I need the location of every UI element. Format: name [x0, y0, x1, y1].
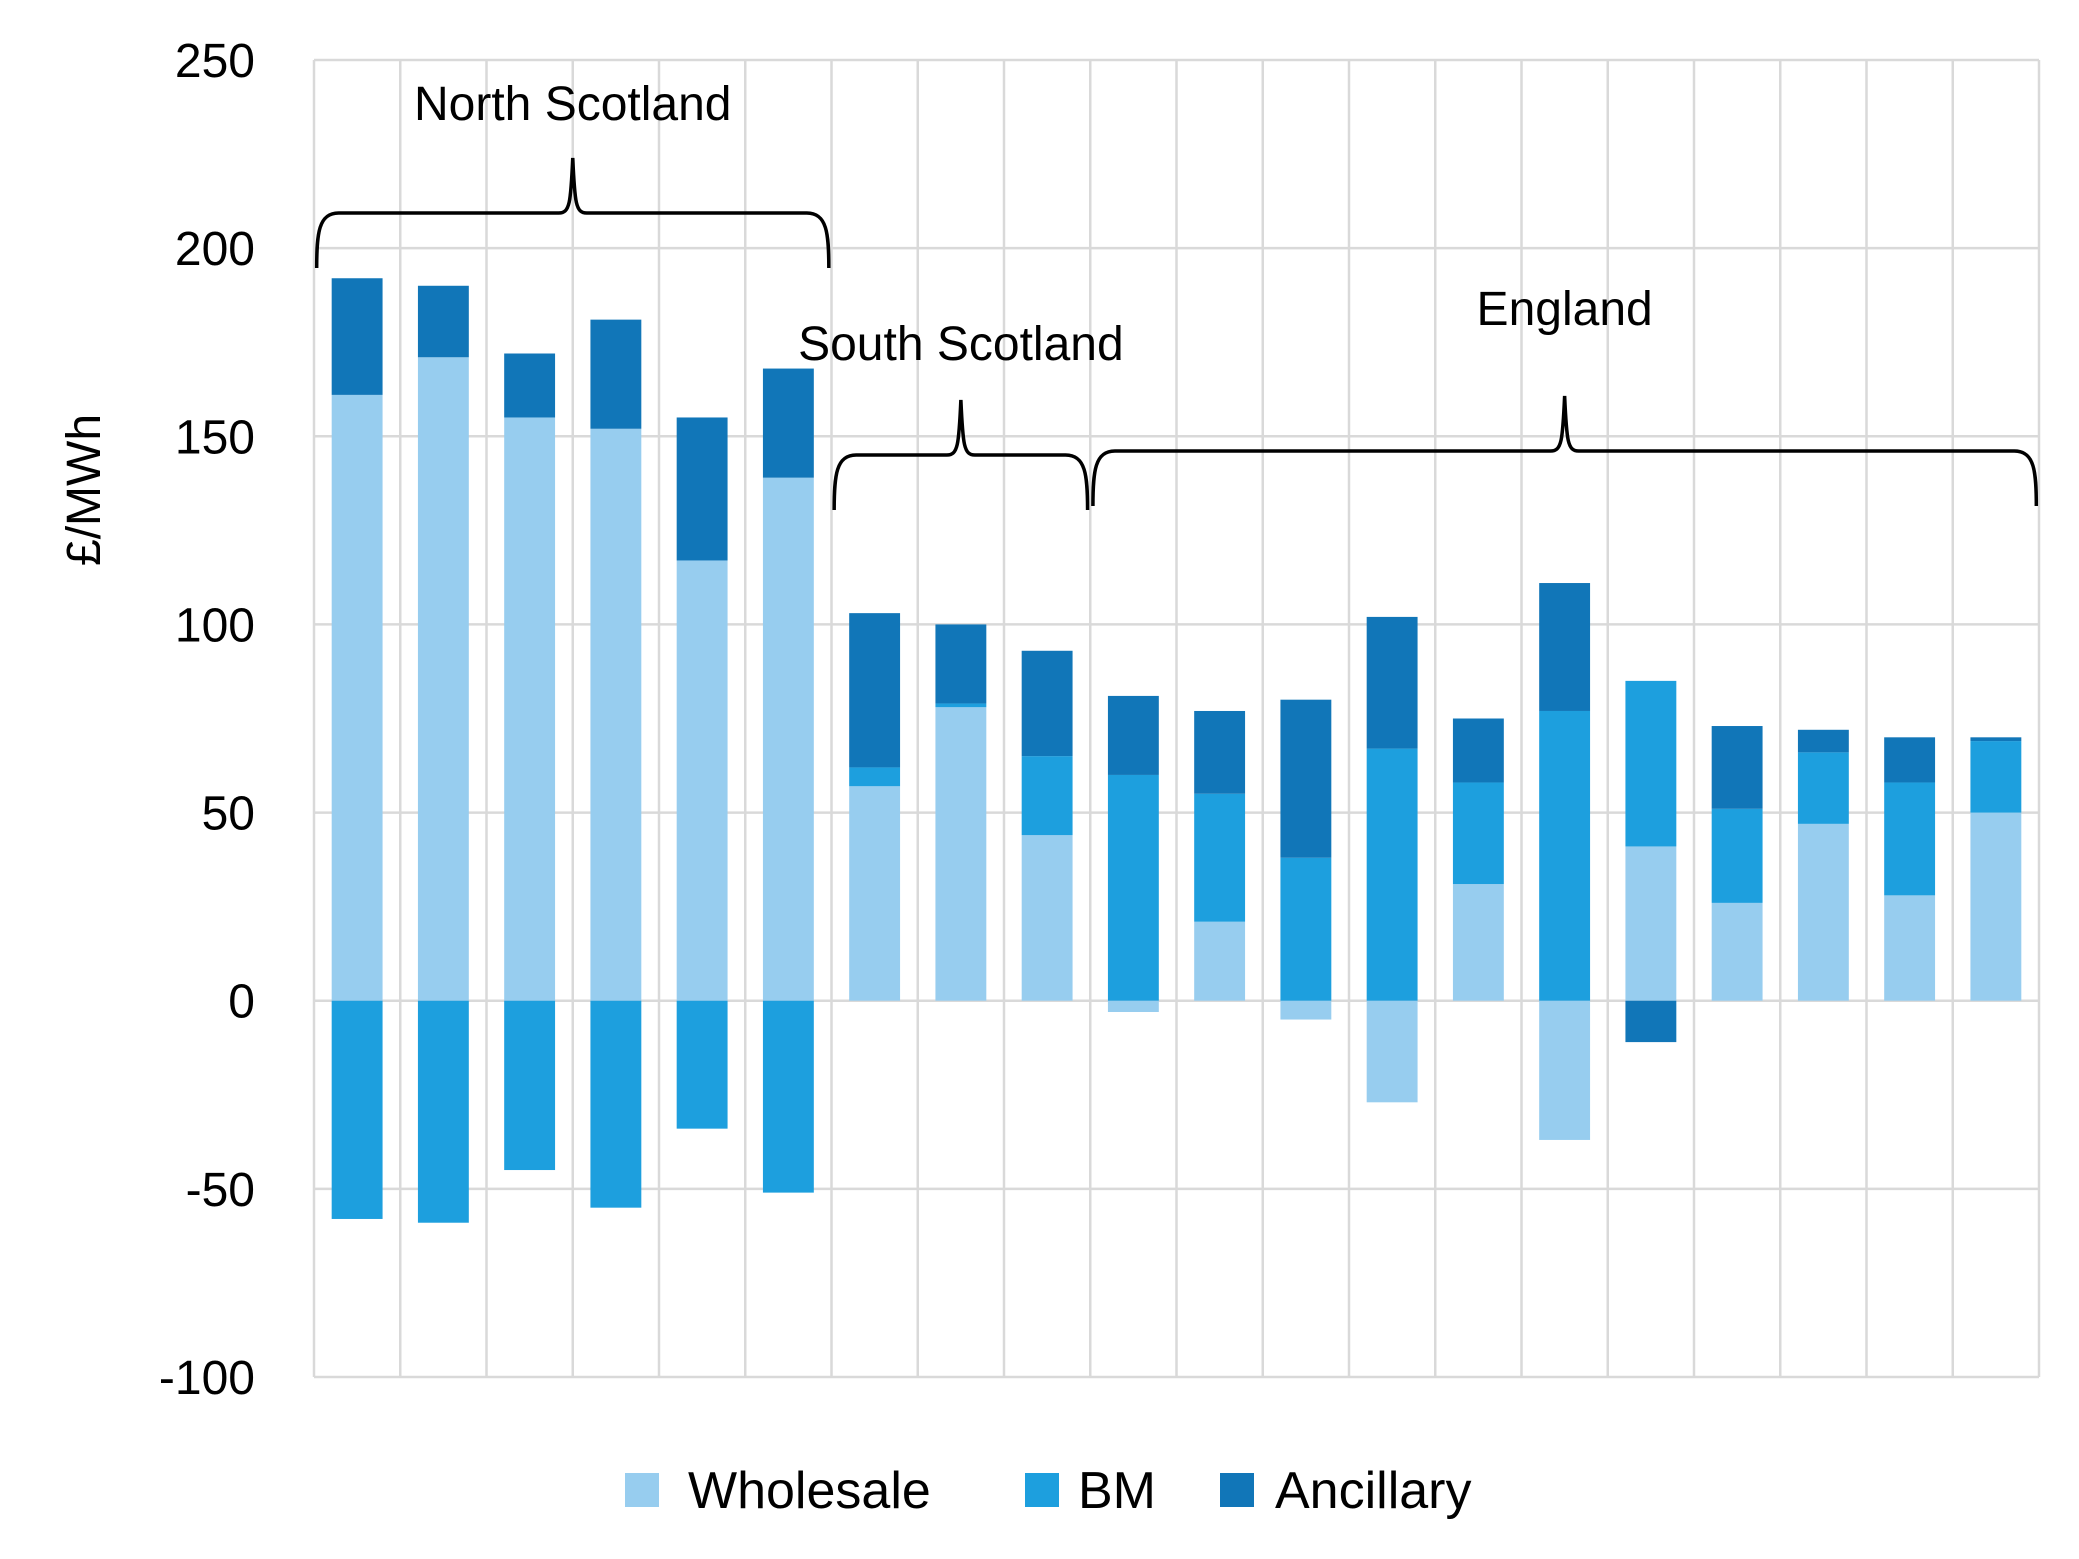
bar-segment-bm — [935, 703, 987, 708]
bar-segment-bm — [1970, 741, 2022, 813]
bar-segment-ancillary — [1107, 695, 1159, 775]
region-brackets: North Scotland South Scotland England — [314, 78, 2039, 511]
legend-label: BM — [1078, 1462, 1156, 1520]
bar-segment-ancillary — [417, 285, 469, 358]
region-label: South Scotland — [798, 318, 1124, 371]
bars — [331, 278, 2022, 1223]
bar-segment-wholesale — [1797, 823, 1849, 1001]
bar-segment-bm — [676, 1000, 728, 1129]
bar-segment-wholesale — [504, 417, 556, 1001]
legend-label: Ancillary — [1275, 1462, 1472, 1520]
bar-segment-wholesale — [1280, 1000, 1332, 1020]
legend-label: Wholesale — [688, 1462, 931, 1520]
bar-segment-ancillary — [1797, 729, 1849, 753]
y-tick-label: 200 — [175, 223, 255, 276]
y-tick-label: 250 — [175, 35, 255, 88]
bar-segment-wholesale — [762, 477, 814, 1001]
y-tick-label: 150 — [175, 411, 255, 464]
bar-segment-wholesale — [849, 786, 901, 1001]
bar-segment-ancillary — [1280, 699, 1332, 858]
bar-segment-ancillary — [331, 278, 383, 395]
bar-segment-wholesale — [1884, 895, 1936, 1001]
bar-segment-ancillary — [504, 353, 556, 418]
y-tick-label: 100 — [175, 599, 255, 652]
region-label: England — [1477, 283, 1653, 336]
bar-segment-ancillary — [1452, 718, 1504, 783]
bar-segment-bm — [849, 767, 901, 787]
y-tick-label: -100 — [159, 1352, 255, 1405]
bar-segment-bm — [1194, 793, 1246, 922]
bar-segment-ancillary — [1366, 616, 1418, 749]
region-label: North Scotland — [414, 78, 732, 131]
bar-segment-wholesale — [1194, 921, 1246, 1001]
bar-segment-ancillary — [1539, 583, 1591, 711]
bar-segment-ancillary — [762, 368, 814, 478]
bar-segment-ancillary — [1711, 726, 1763, 809]
bar-segment-ancillary — [849, 613, 901, 768]
bar-segment-bm — [590, 1000, 642, 1208]
bar-segment-ancillary — [1970, 737, 2022, 742]
region-bracket — [1091, 395, 2039, 507]
bar-segment-wholesale — [1970, 812, 2022, 1001]
bar-segment-bm — [1452, 782, 1504, 885]
bar-segment-bm — [1280, 857, 1332, 1001]
gridlines — [312, 58, 2041, 1379]
bar-segment-bm — [762, 1000, 814, 1193]
legend-swatch — [1220, 1473, 1254, 1507]
bar-segment-wholesale — [417, 357, 469, 1001]
bar-segment-ancillary — [1884, 737, 1936, 783]
bar-segment-bm — [1366, 748, 1418, 1001]
bar-segment-bm — [1107, 774, 1159, 1001]
legend: Wholesale BM Ancillary — [625, 1462, 1472, 1520]
legend-swatch — [625, 1473, 659, 1507]
bar-segment-wholesale — [676, 560, 728, 1001]
bar-segment-ancillary — [676, 417, 728, 561]
bar-segment-bm — [1625, 680, 1677, 847]
bar-segment-bm — [1797, 752, 1849, 824]
bar-segment-ancillary — [1625, 1000, 1677, 1043]
bar-segment-bm — [1884, 782, 1936, 896]
bar-segment-ancillary — [935, 624, 987, 704]
y-axis-ticks: -100 -50 0 50 100 150 200 250 — [159, 35, 255, 1405]
bar-segment-ancillary — [1194, 710, 1246, 794]
bar-segment-bm — [1711, 808, 1763, 903]
y-axis-title: £/MWh — [58, 414, 111, 566]
bar-segment-wholesale — [1625, 846, 1677, 1001]
bar-segment-wholesale — [1711, 902, 1763, 1001]
y-tick-label: 50 — [202, 788, 255, 841]
bar-segment-wholesale — [1452, 884, 1504, 1001]
bar-segment-wholesale — [935, 707, 987, 1001]
bar-segment-wholesale — [1539, 1000, 1591, 1140]
bar-segment-wholesale — [1021, 835, 1073, 1001]
bar-segment-wholesale — [331, 394, 383, 1001]
bar-segment-wholesale — [590, 428, 642, 1001]
bar-segment-bm — [504, 1000, 556, 1171]
y-tick-label: -50 — [186, 1164, 255, 1217]
bar-segment-bm — [331, 1000, 383, 1219]
bar-segment-bm — [1021, 756, 1073, 836]
bar-segment-bm — [1539, 710, 1591, 1001]
bar-segment-bm — [417, 1000, 469, 1223]
region-bracket — [832, 399, 1090, 511]
region-bracket — [314, 157, 831, 269]
bar-segment-ancillary — [1021, 650, 1073, 757]
legend-swatch — [1025, 1473, 1059, 1507]
bar-segment-wholesale — [1107, 1000, 1159, 1013]
bar-segment-wholesale — [1366, 1000, 1418, 1103]
bar-segment-ancillary — [590, 319, 642, 429]
y-tick-label: 0 — [228, 976, 255, 1029]
